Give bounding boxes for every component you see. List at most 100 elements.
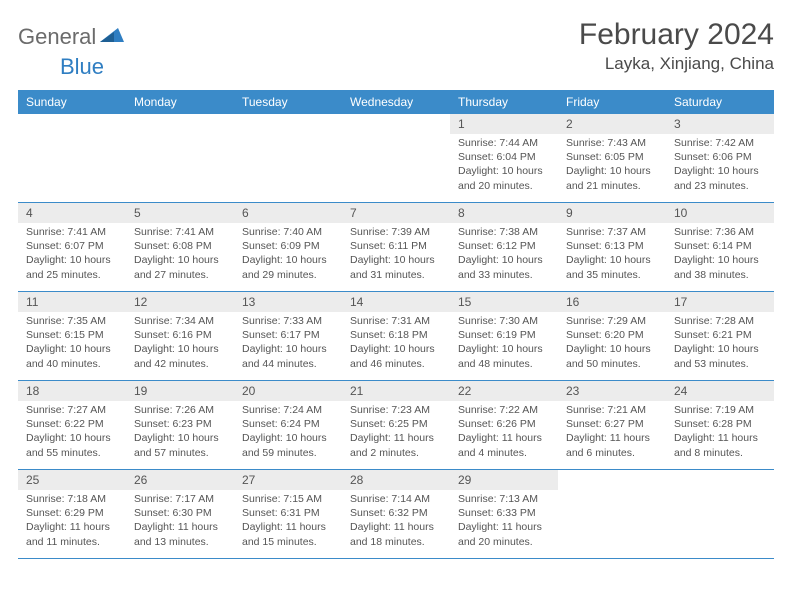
- sunrise-text: Sunrise: 7:23 AM: [350, 403, 444, 417]
- logo-triangle-icon: [100, 26, 126, 49]
- day-cell: 22Sunrise: 7:22 AMSunset: 6:26 PMDayligh…: [450, 381, 558, 469]
- day-cell: 16Sunrise: 7:29 AMSunset: 6:20 PMDayligh…: [558, 292, 666, 380]
- daylight-line2: and 20 minutes.: [458, 535, 552, 549]
- day-content: Sunrise: 7:28 AMSunset: 6:21 PMDaylight:…: [666, 312, 774, 375]
- sunset-text: Sunset: 6:25 PM: [350, 417, 444, 431]
- day-number: 27: [234, 470, 342, 490]
- day-content: Sunrise: 7:43 AMSunset: 6:05 PMDaylight:…: [558, 134, 666, 197]
- logo-text-general: General: [18, 24, 96, 50]
- daylight-line2: and 13 minutes.: [134, 535, 228, 549]
- daylight-line1: Daylight: 11 hours: [134, 520, 228, 534]
- daylight-line2: and 53 minutes.: [674, 357, 768, 371]
- day-content: Sunrise: 7:23 AMSunset: 6:25 PMDaylight:…: [342, 401, 450, 464]
- day-cell: 25Sunrise: 7:18 AMSunset: 6:29 PMDayligh…: [18, 470, 126, 558]
- day-cell: 5Sunrise: 7:41 AMSunset: 6:08 PMDaylight…: [126, 203, 234, 291]
- daylight-line2: and 8 minutes.: [674, 446, 768, 460]
- sunset-text: Sunset: 6:30 PM: [134, 506, 228, 520]
- day-cell: 18Sunrise: 7:27 AMSunset: 6:22 PMDayligh…: [18, 381, 126, 469]
- day-cell: 4Sunrise: 7:41 AMSunset: 6:07 PMDaylight…: [18, 203, 126, 291]
- day-cell: 20Sunrise: 7:24 AMSunset: 6:24 PMDayligh…: [234, 381, 342, 469]
- sunrise-text: Sunrise: 7:28 AM: [674, 314, 768, 328]
- day-number: [558, 470, 666, 490]
- daylight-line1: Daylight: 10 hours: [566, 164, 660, 178]
- daylight-line1: Daylight: 10 hours: [674, 253, 768, 267]
- day-number: 4: [18, 203, 126, 223]
- day-number: 10: [666, 203, 774, 223]
- daylight-line1: Daylight: 10 hours: [134, 342, 228, 356]
- day-header-saturday: Saturday: [666, 90, 774, 114]
- day-content: Sunrise: 7:41 AMSunset: 6:08 PMDaylight:…: [126, 223, 234, 286]
- day-cell: [126, 114, 234, 202]
- day-header-thursday: Thursday: [450, 90, 558, 114]
- day-cell: 6Sunrise: 7:40 AMSunset: 6:09 PMDaylight…: [234, 203, 342, 291]
- day-content: [126, 134, 234, 140]
- sunrise-text: Sunrise: 7:41 AM: [134, 225, 228, 239]
- daylight-line1: Daylight: 10 hours: [242, 342, 336, 356]
- day-content: Sunrise: 7:37 AMSunset: 6:13 PMDaylight:…: [558, 223, 666, 286]
- day-number: 3: [666, 114, 774, 134]
- daylight-line2: and 57 minutes.: [134, 446, 228, 460]
- day-content: [558, 490, 666, 496]
- day-cell: 10Sunrise: 7:36 AMSunset: 6:14 PMDayligh…: [666, 203, 774, 291]
- day-header-sunday: Sunday: [18, 90, 126, 114]
- daylight-line1: Daylight: 10 hours: [674, 342, 768, 356]
- day-header-monday: Monday: [126, 90, 234, 114]
- sunset-text: Sunset: 6:07 PM: [26, 239, 120, 253]
- sunset-text: Sunset: 6:24 PM: [242, 417, 336, 431]
- day-header-wednesday: Wednesday: [342, 90, 450, 114]
- day-content: Sunrise: 7:29 AMSunset: 6:20 PMDaylight:…: [558, 312, 666, 375]
- day-content: Sunrise: 7:42 AMSunset: 6:06 PMDaylight:…: [666, 134, 774, 197]
- daylight-line1: Daylight: 11 hours: [242, 520, 336, 534]
- day-number: 22: [450, 381, 558, 401]
- sunrise-text: Sunrise: 7:34 AM: [134, 314, 228, 328]
- day-content: [666, 490, 774, 496]
- day-number: 24: [666, 381, 774, 401]
- day-content: Sunrise: 7:30 AMSunset: 6:19 PMDaylight:…: [450, 312, 558, 375]
- day-content: Sunrise: 7:34 AMSunset: 6:16 PMDaylight:…: [126, 312, 234, 375]
- day-content: Sunrise: 7:21 AMSunset: 6:27 PMDaylight:…: [558, 401, 666, 464]
- daylight-line2: and 50 minutes.: [566, 357, 660, 371]
- daylight-line2: and 35 minutes.: [566, 268, 660, 282]
- sunset-text: Sunset: 6:16 PM: [134, 328, 228, 342]
- day-content: Sunrise: 7:31 AMSunset: 6:18 PMDaylight:…: [342, 312, 450, 375]
- sunset-text: Sunset: 6:28 PM: [674, 417, 768, 431]
- day-number: 26: [126, 470, 234, 490]
- daylight-line2: and 42 minutes.: [134, 357, 228, 371]
- daylight-line2: and 40 minutes.: [26, 357, 120, 371]
- title-block: February 2024 Layka, Xinjiang, China: [579, 18, 774, 74]
- day-number: 12: [126, 292, 234, 312]
- day-number: 18: [18, 381, 126, 401]
- daylight-line1: Daylight: 10 hours: [458, 164, 552, 178]
- sunrise-text: Sunrise: 7:36 AM: [674, 225, 768, 239]
- day-content: Sunrise: 7:36 AMSunset: 6:14 PMDaylight:…: [666, 223, 774, 286]
- day-cell: 24Sunrise: 7:19 AMSunset: 6:28 PMDayligh…: [666, 381, 774, 469]
- sunset-text: Sunset: 6:09 PM: [242, 239, 336, 253]
- daylight-line2: and 46 minutes.: [350, 357, 444, 371]
- sunrise-text: Sunrise: 7:35 AM: [26, 314, 120, 328]
- day-number: [234, 114, 342, 134]
- sunset-text: Sunset: 6:14 PM: [674, 239, 768, 253]
- sunrise-text: Sunrise: 7:19 AM: [674, 403, 768, 417]
- day-cell: 14Sunrise: 7:31 AMSunset: 6:18 PMDayligh…: [342, 292, 450, 380]
- week-row: 18Sunrise: 7:27 AMSunset: 6:22 PMDayligh…: [18, 381, 774, 470]
- daylight-line1: Daylight: 11 hours: [458, 431, 552, 445]
- sunrise-text: Sunrise: 7:13 AM: [458, 492, 552, 506]
- daylight-line2: and 6 minutes.: [566, 446, 660, 460]
- day-content: Sunrise: 7:38 AMSunset: 6:12 PMDaylight:…: [450, 223, 558, 286]
- daylight-line1: Daylight: 11 hours: [26, 520, 120, 534]
- day-cell: [666, 470, 774, 558]
- daylight-line1: Daylight: 10 hours: [26, 431, 120, 445]
- day-cell: 11Sunrise: 7:35 AMSunset: 6:15 PMDayligh…: [18, 292, 126, 380]
- daylight-line2: and 25 minutes.: [26, 268, 120, 282]
- sunset-text: Sunset: 6:13 PM: [566, 239, 660, 253]
- day-content: Sunrise: 7:15 AMSunset: 6:31 PMDaylight:…: [234, 490, 342, 553]
- logo-text-blue: Blue: [60, 54, 104, 80]
- day-number: 14: [342, 292, 450, 312]
- day-content: Sunrise: 7:44 AMSunset: 6:04 PMDaylight:…: [450, 134, 558, 197]
- day-cell: [558, 470, 666, 558]
- daylight-line1: Daylight: 10 hours: [134, 253, 228, 267]
- sunrise-text: Sunrise: 7:14 AM: [350, 492, 444, 506]
- day-cell: 2Sunrise: 7:43 AMSunset: 6:05 PMDaylight…: [558, 114, 666, 202]
- day-cell: 13Sunrise: 7:33 AMSunset: 6:17 PMDayligh…: [234, 292, 342, 380]
- sunset-text: Sunset: 6:23 PM: [134, 417, 228, 431]
